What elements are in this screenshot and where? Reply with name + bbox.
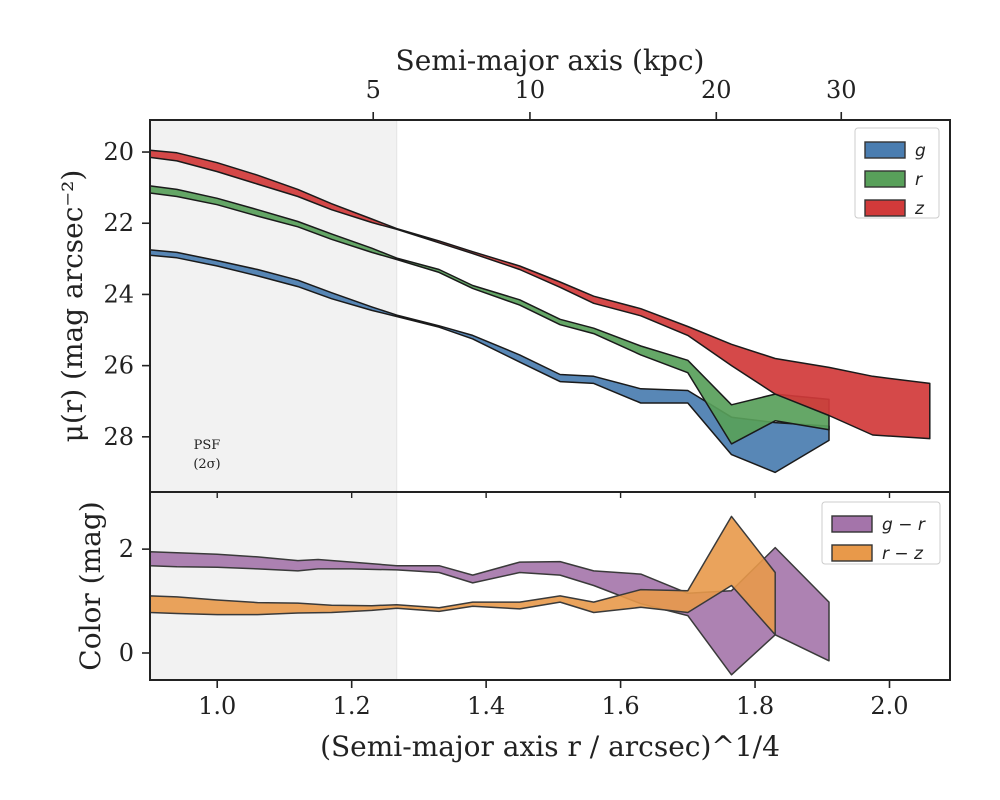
kpc-tick-label: 30 [826, 76, 857, 104]
legend-label: g − r [882, 515, 926, 535]
bottom-x-ticks: 1.0 1.2 1.4 1.6 1.8 2.0 [198, 680, 909, 720]
y-tick-label: 20 [103, 138, 134, 166]
bottom-panel-frame [149, 491, 951, 681]
series-band-bottom-0 [149, 546, 830, 676]
legend-swatch [864, 199, 906, 217]
kpc-tick-label: 20 [701, 76, 732, 104]
legend-label: r [915, 170, 923, 190]
x-tick-label: 2.0 [870, 692, 908, 720]
y-tick-label: 0 [119, 639, 134, 667]
kpc-tick-label: 10 [515, 76, 546, 104]
legend-label: z [914, 199, 925, 219]
x-tick-label: 1.0 [198, 692, 236, 720]
top-panel-series [149, 149, 931, 474]
x-tick-label: 1.6 [602, 692, 640, 720]
y-tick-label: 22 [103, 209, 134, 237]
y-tick-label: 28 [103, 423, 134, 451]
top-legend: grz [854, 127, 940, 219]
psf-label-line1: PSF [194, 438, 221, 453]
psf-label-line2: (2σ) [193, 457, 220, 472]
x-tick-label: 1.4 [467, 692, 505, 720]
top-axis-title: Semi-major axis (kpc) [396, 44, 705, 77]
bottom-y-ticks: 02 [119, 535, 150, 667]
y-tick-label: 24 [103, 280, 134, 308]
legend-label: r − z [882, 544, 924, 564]
legend-swatch [864, 170, 906, 188]
series-band-bottom-1 [149, 515, 776, 636]
x-tick-label: 1.2 [333, 692, 371, 720]
legend-swatch [864, 141, 906, 159]
series-band-top-1 [149, 185, 830, 445]
psf-shaded-region [149, 119, 398, 681]
legend-swatch [831, 515, 873, 533]
series-band-top-2 [149, 149, 931, 440]
x-axis-title: (Semi-major axis r / arcsec)^1/4 [320, 730, 780, 763]
series-band-top-0 [149, 249, 830, 474]
top-y-ticks: 20 22 24 26 28 [103, 138, 150, 451]
y-tick-label: 26 [103, 352, 134, 380]
y-tick-label: 2 [119, 535, 134, 563]
x-tick-label: 1.8 [736, 692, 774, 720]
bottom-panel-series [149, 515, 830, 676]
top-kpc-axis-ticks: 51020305075 [366, 76, 857, 120]
legend-label: g [915, 141, 926, 161]
top-y-axis-title: μ(r) (mag arcsec⁻²) [56, 170, 89, 443]
legend-swatch [831, 544, 873, 562]
kpc-tick-label: 5 [366, 76, 381, 104]
bottom-legend: g − r r − z [821, 501, 941, 565]
bottom-y-axis-title: Color (mag) [74, 501, 107, 670]
